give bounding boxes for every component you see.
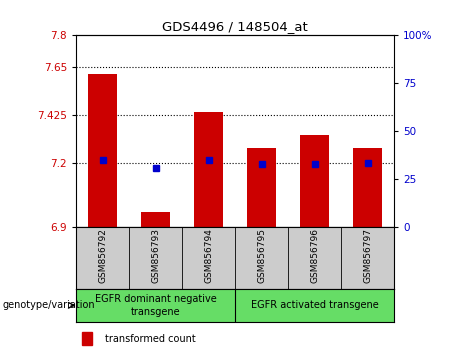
Text: transformed count: transformed count [105,333,195,344]
Text: GSM856796: GSM856796 [310,228,319,284]
Text: GSM856793: GSM856793 [151,228,160,284]
Text: GSM856792: GSM856792 [98,228,107,283]
Bar [194,112,223,227]
Text: GSM856794: GSM856794 [204,228,213,283]
Text: genotype/variation: genotype/variation [2,300,95,310]
Bar [83,332,92,345]
Text: GSM856797: GSM856797 [363,228,372,284]
Text: GSM856795: GSM856795 [257,228,266,284]
Bar [353,148,382,227]
Title: GDS4496 / 148504_at: GDS4496 / 148504_at [162,20,308,33]
Bar [88,74,117,227]
Text: EGFR dominant negative
transgene: EGFR dominant negative transgene [95,294,217,316]
Bar [141,212,170,227]
Bar [300,135,329,227]
Bar [247,148,276,227]
Text: EGFR activated transgene: EGFR activated transgene [251,300,378,310]
